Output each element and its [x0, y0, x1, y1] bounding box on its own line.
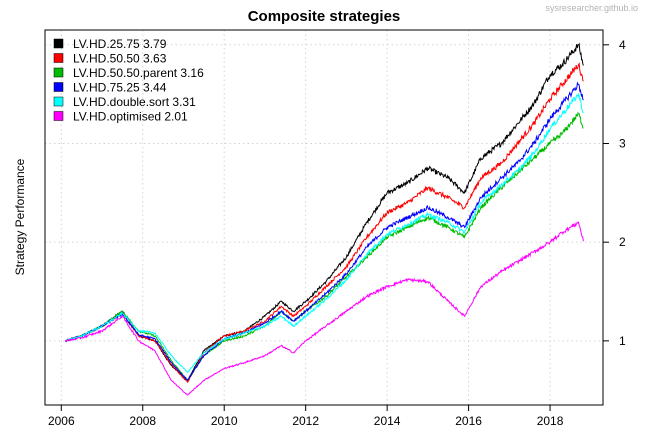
x-tick-label-2008: 2008	[129, 414, 156, 428]
watermark-text: sysresearcher.github.io	[545, 3, 638, 13]
legend-swatch-2	[53, 53, 64, 63]
series-line-2	[65, 62, 584, 384]
y-tick-label-3: 3	[619, 136, 626, 150]
chart-title: Composite strategies	[248, 8, 401, 25]
legend-label-1: LV.HD.25.75 3.79	[73, 37, 167, 51]
series-line-4	[65, 81, 584, 382]
y-tick-label-4: 4	[619, 38, 626, 52]
legend-label-5: LV.HD.double.sort 3.31	[73, 95, 196, 109]
y-axis-label: Strategy Performance	[13, 158, 27, 275]
x-tick-label-2016: 2016	[455, 414, 482, 428]
x-tick-label-2010: 2010	[211, 414, 238, 428]
x-tick-label-2014: 2014	[374, 414, 401, 428]
x-tick-label-2012: 2012	[292, 414, 319, 428]
legend-swatch-3	[53, 67, 64, 78]
x-tick-label-2006: 2006	[48, 414, 75, 428]
legend-label-2: LV.HD.50.50 3.63	[73, 52, 167, 66]
y-tick-label-2: 2	[619, 235, 626, 249]
x-tick-label-2018: 2018	[537, 414, 564, 428]
series-line-6	[65, 221, 584, 396]
series-line-3	[65, 111, 584, 382]
y-axis: 1 2 3 4	[602, 38, 626, 348]
series-line-1	[65, 42, 584, 382]
x-axis: 2006 2008 2010 2012 2014 2016 2018	[48, 404, 564, 428]
series-line-5	[65, 92, 584, 374]
legend-swatch-4	[53, 82, 64, 92]
legend-swatch-5	[53, 96, 64, 107]
series-lines	[65, 42, 584, 396]
legend-label-3: LV.HD.50.50.parent 3.16	[73, 66, 204, 80]
grid-lines	[45, 30, 603, 405]
legend-swatch-1	[53, 38, 64, 49]
legend-label-4: LV.HD.75.25 3.44	[73, 81, 167, 95]
y-tick-label-1: 1	[619, 334, 626, 348]
legend-label-6: LV.HD.optimised 2.01	[73, 110, 188, 124]
legend-swatch-6	[53, 111, 64, 121]
